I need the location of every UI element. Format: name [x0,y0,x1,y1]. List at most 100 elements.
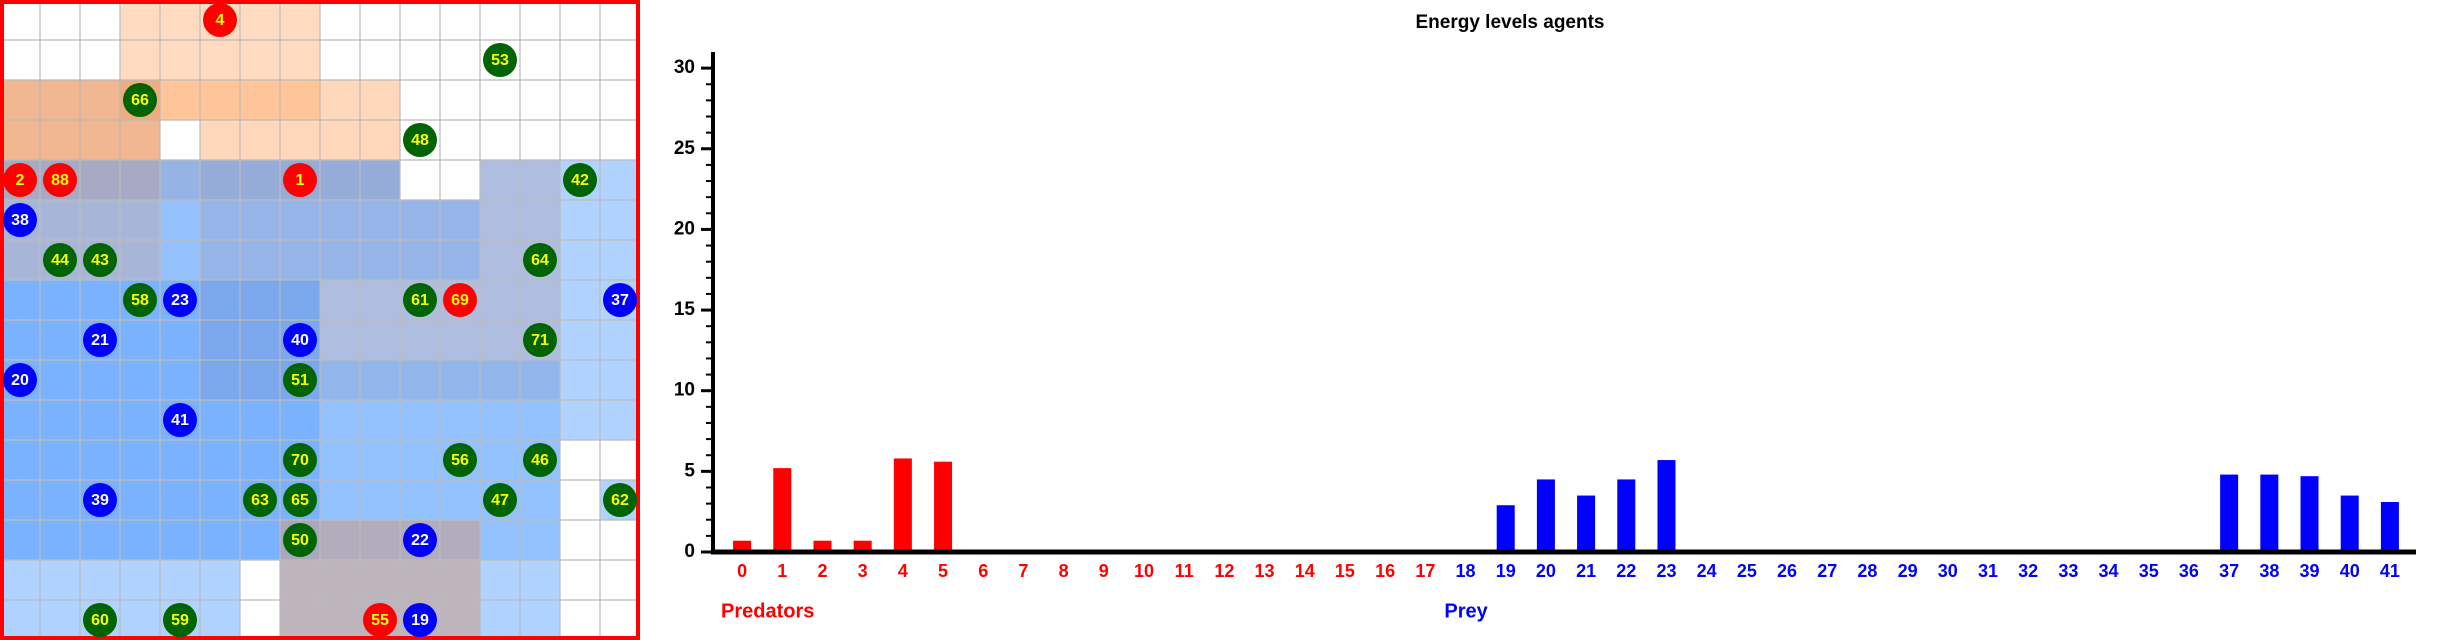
x-tick-label: 9 [1099,561,1109,581]
empty-cell [600,560,640,600]
x-tick-label: 15 [1335,561,1355,581]
plant-marker [83,243,117,277]
agent-id-label: 71 [531,332,549,349]
plant-agent: 47 [483,483,517,517]
plant-agent: 50 [283,523,317,557]
x-tick-label: 34 [2099,561,2119,581]
prey-marker [283,323,317,357]
prey-marker [403,603,437,637]
empty-cell [560,520,600,560]
agent-id-label: 51 [291,372,309,389]
empty-cell [600,600,640,640]
plant-marker [483,483,517,517]
plant-marker [123,83,157,117]
energy-bar [1577,495,1596,552]
predator-agent: 55 [363,603,397,637]
group-label: Predators [721,600,814,622]
empty-cell [560,440,600,480]
x-tick-label: 6 [978,561,988,581]
plant-agent: 61 [403,283,437,317]
x-tick-label: 5 [938,561,948,581]
x-tick-label: 41 [2380,561,2400,581]
plant-marker [603,483,637,517]
plant-marker [523,443,557,477]
predator-marker [43,163,77,197]
x-tick-label: 30 [1938,561,1958,581]
energy-bar [2260,474,2279,552]
plant-agent: 46 [523,443,557,477]
agent-id-label: 43 [91,252,109,269]
predator-agent: 2 [3,163,37,197]
x-tick-label: 8 [1059,561,1069,581]
x-tick-label: 39 [2300,561,2320,581]
agent-id-label: 88 [51,172,69,189]
y-tick-label: 25 [674,138,696,159]
x-tick-label: 19 [1496,561,1516,581]
plant-marker [163,603,197,637]
agent-id-label: 65 [291,492,309,509]
plant-agent: 63 [243,483,277,517]
prey-agent: 23 [163,283,197,317]
x-tick-label: 1 [777,561,787,581]
x-tick-label: 4 [898,561,908,581]
x-tick-label: 27 [1817,561,1837,581]
x-tick-label: 21 [1576,561,1596,581]
group-label: Prey [1444,600,1488,622]
plant-marker [483,43,517,77]
agent-id-label: 53 [491,52,509,69]
plant-marker [283,363,317,397]
predator-marker [283,163,317,197]
energy-bar [1496,505,1515,552]
world-grid: 4 53 66 48 2 88 1 42 38 44 43 64 58 23 61 69 37 21 40 71 20 5… [0,0,640,640]
empty-cell [560,600,600,640]
x-tick-label: 33 [2058,561,2078,581]
plant-agent: 59 [163,603,197,637]
prey-marker [3,363,37,397]
plant-marker [523,323,557,357]
plant-agent: 62 [603,483,637,517]
prey-agent: 41 [163,403,197,437]
plant-agent: 51 [283,363,317,397]
prey-marker [163,283,197,317]
x-tick-label: 17 [1415,561,1435,581]
agent-id-label: 59 [171,612,189,629]
x-tick-label: 20 [1536,561,1556,581]
x-tick-label: 14 [1295,561,1315,581]
empty-cell [400,160,440,200]
agent-id-label: 2 [16,172,25,189]
prey-marker [603,283,637,317]
energy-bar [2300,476,2319,552]
x-tick-label: 26 [1777,561,1797,581]
plant-marker [123,283,157,317]
plant-marker [283,523,317,557]
agent-id-label: 69 [451,292,469,309]
x-tick-label: 11 [1175,561,1194,581]
plant-marker [283,443,317,477]
plant-agent: 64 [523,243,557,277]
empty-cell [560,480,600,520]
plant-marker [403,123,437,157]
plant-agent: 44 [43,243,77,277]
y-tick-label: 20 [674,218,695,239]
prey-agent: 37 [603,283,637,317]
plant-marker [403,283,437,317]
energy-bar [1657,460,1676,552]
y-tick-label: 30 [674,57,695,78]
x-tick-label: 13 [1255,561,1275,581]
prey-agent: 22 [403,523,437,557]
agent-id-label: 22 [411,532,429,549]
x-tick-label: 31 [1978,561,1998,581]
y-tick-label: 15 [674,299,696,320]
prey-marker [83,323,117,357]
agent-id-label: 44 [51,252,69,269]
x-tick-label: 36 [2179,561,2199,581]
prey-agent: 39 [83,483,117,517]
predator-marker [3,163,37,197]
empty-cell [600,520,640,560]
agent-id-label: 23 [171,292,189,309]
prey-agent: 21 [83,323,117,357]
prey-marker [3,203,37,237]
x-tick-label: 38 [2259,561,2279,581]
agent-id-label: 48 [411,132,429,149]
